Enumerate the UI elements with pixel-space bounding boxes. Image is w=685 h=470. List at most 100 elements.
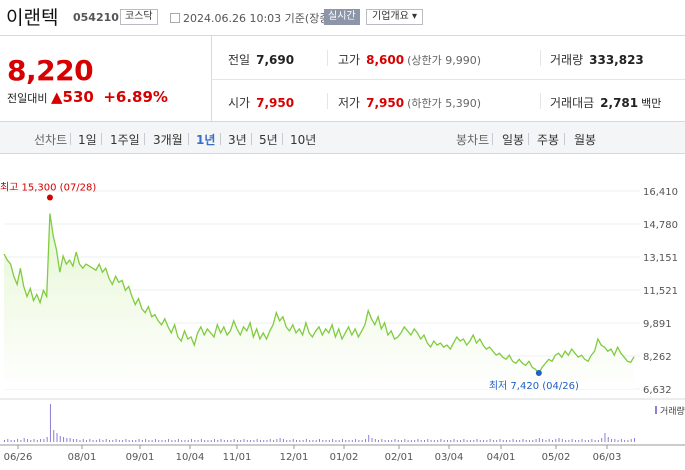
volume-bar bbox=[296, 440, 298, 442]
divider bbox=[144, 133, 145, 145]
x-tick-label: 09/01 bbox=[126, 452, 155, 463]
amount-label: 거래대금 bbox=[550, 96, 595, 110]
volume-bar bbox=[56, 433, 58, 442]
volume-bar bbox=[276, 439, 278, 442]
period-5y[interactable]: 5년 bbox=[259, 133, 278, 147]
volume-bar bbox=[361, 440, 363, 442]
company-info-button[interactable]: 기업개요 ▾ bbox=[366, 9, 423, 25]
volume-bar bbox=[450, 440, 452, 442]
volume-bar bbox=[607, 437, 609, 442]
volume-bar bbox=[591, 439, 593, 442]
change-row: 전일대비 ▲530 +6.89% bbox=[7, 88, 168, 106]
volume-bar bbox=[634, 438, 635, 442]
x-tick-label: 01/02 bbox=[330, 452, 359, 463]
volume-bar bbox=[463, 439, 465, 442]
volume-bar bbox=[611, 439, 613, 442]
period-10y[interactable]: 10년 bbox=[290, 133, 317, 147]
divider bbox=[220, 133, 221, 145]
volume-bar bbox=[305, 439, 307, 442]
volume-bar bbox=[168, 439, 170, 442]
volume-bar bbox=[204, 440, 206, 442]
volume-bar bbox=[597, 440, 599, 442]
period-weekly[interactable]: 주봉 bbox=[537, 133, 560, 147]
volume-bar bbox=[509, 440, 511, 442]
volume-bar bbox=[568, 440, 570, 442]
volume-bar bbox=[273, 440, 275, 442]
change-amount: 530 bbox=[62, 88, 94, 106]
volume-bar bbox=[266, 440, 268, 442]
volume-bar bbox=[499, 439, 501, 442]
volume-bar bbox=[368, 435, 370, 442]
volume-bar bbox=[341, 439, 343, 442]
stock-header: 이랜텍 054210 코스닥 2024.06.26 10:03 기준(장중) 실… bbox=[0, 0, 685, 36]
volume-bar bbox=[473, 440, 475, 442]
volume-bar bbox=[86, 440, 88, 442]
x-tick-label: 11/01 bbox=[223, 452, 252, 463]
period-daily[interactable]: 일봉 bbox=[502, 133, 525, 147]
x-tick-label: 08/01 bbox=[68, 452, 97, 463]
volume-bar bbox=[79, 440, 81, 442]
volume-bar bbox=[548, 439, 550, 442]
y-tick-label: 6,632 bbox=[643, 385, 672, 396]
volume-bar bbox=[30, 440, 32, 442]
volume-legend: 거래량 bbox=[660, 405, 685, 417]
volume-bar bbox=[332, 439, 334, 442]
period-1d[interactable]: 1일 bbox=[78, 133, 97, 147]
volume-bar bbox=[522, 439, 524, 442]
price-chart[interactable]: 16,410 14,780 13,151 11,521 9,891 8,262 6,632 0… bbox=[0, 155, 685, 470]
volume-bar bbox=[128, 440, 130, 442]
volume-bar bbox=[59, 436, 61, 442]
volume-bar bbox=[338, 440, 340, 442]
volume-bar bbox=[292, 439, 294, 442]
period-3m[interactable]: 3개월 bbox=[153, 133, 183, 147]
volume-bar bbox=[378, 440, 380, 442]
volume-bar bbox=[207, 440, 209, 442]
volume-bar bbox=[171, 440, 173, 442]
volume-bar bbox=[391, 440, 393, 442]
volume-bar bbox=[253, 440, 255, 442]
volume-bar bbox=[217, 440, 219, 442]
period-3y[interactable]: 3년 bbox=[228, 133, 247, 147]
x-tick-label: 05/02 bbox=[542, 452, 571, 463]
volume-bar bbox=[269, 439, 271, 442]
divider bbox=[211, 79, 685, 80]
volume-bar bbox=[535, 439, 537, 442]
volume-bar bbox=[381, 439, 383, 442]
volume-bar bbox=[236, 440, 238, 442]
low-price: 저가 7,950 (하한가 5,390) bbox=[338, 94, 481, 111]
volume-bar bbox=[112, 440, 114, 442]
volume-bar bbox=[571, 439, 573, 442]
volume-value: 333,823 bbox=[589, 53, 644, 67]
volume-bar bbox=[135, 440, 137, 442]
volume-bar bbox=[125, 439, 127, 442]
period-1y[interactable]: 1년 bbox=[196, 133, 216, 147]
volume-bar bbox=[240, 440, 242, 442]
divider bbox=[540, 50, 541, 66]
volume-bar bbox=[63, 437, 65, 442]
volume-bar bbox=[148, 440, 150, 442]
line-chart-label: 선차트 bbox=[34, 133, 68, 147]
volume-bar bbox=[486, 440, 488, 442]
volume-bar bbox=[233, 439, 235, 442]
realtime-badge[interactable]: 실시간 bbox=[324, 9, 360, 25]
volume-bar bbox=[489, 439, 491, 442]
volume-bar bbox=[53, 430, 55, 442]
divider bbox=[101, 133, 102, 145]
period-1w[interactable]: 1주일 bbox=[110, 133, 140, 147]
volume-bar bbox=[420, 440, 422, 442]
divider bbox=[188, 133, 189, 145]
volume-bar bbox=[394, 439, 396, 442]
divider bbox=[327, 50, 328, 66]
volume-bar bbox=[558, 438, 560, 442]
volume-bar bbox=[328, 440, 330, 442]
calendar-icon bbox=[170, 13, 180, 23]
period-monthly[interactable]: 월봉 bbox=[574, 133, 597, 147]
high-value: 8,600 bbox=[366, 53, 405, 67]
current-price: 8,220 bbox=[7, 54, 94, 87]
volume-bar bbox=[286, 440, 288, 442]
volume-bar bbox=[197, 440, 199, 442]
divider bbox=[528, 133, 529, 145]
x-tick-label: 10/04 bbox=[176, 452, 205, 463]
volume-bar bbox=[210, 440, 212, 442]
volume-bar bbox=[302, 440, 304, 442]
